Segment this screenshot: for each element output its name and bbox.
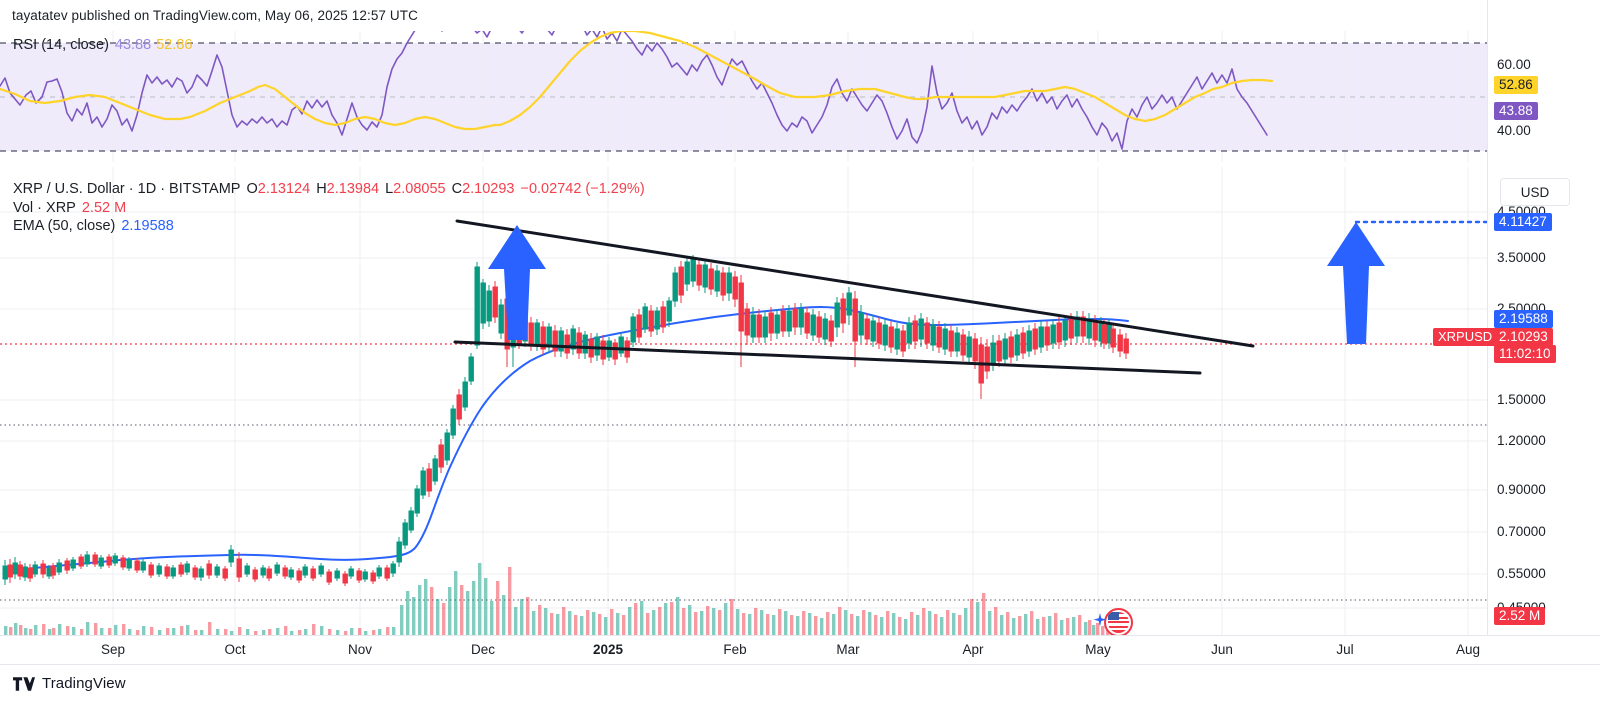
time-axis[interactable]: Sep Oct Nov Dec 2025 Feb Mar Apr May Jun Jul Aug — [0, 635, 1600, 665]
ema-title: EMA (50, close) — [13, 218, 116, 234]
rsi-axis-tick: 60.00 — [1497, 57, 1531, 72]
tradingview-mark-icon — [13, 676, 35, 691]
volume-legend-row: Vol · XRP 2.52 M — [13, 199, 645, 218]
price-axis-tick: 0.90000 — [1497, 482, 1546, 497]
ohlc-high-key: H — [316, 181, 327, 197]
rsi-axis-tick: 40.00 — [1497, 123, 1531, 138]
price-legend-symbol-row: XRP / U.S. Dollar · 1D · BITSTAMP O2.1312… — [13, 180, 645, 199]
time-axis-tick: May — [1085, 642, 1111, 657]
price-axis[interactable]: USD 60.00 40.00 52.86 43.88 4.50000 3.50000 2.… — [1487, 0, 1600, 662]
price-axis-tick: 0.55000 — [1497, 566, 1546, 581]
ema-value: 2.19588 — [121, 218, 174, 234]
time-axis-tick: Sep — [100, 642, 126, 657]
time-axis-tick: Jun — [1211, 642, 1233, 657]
time-axis-tick: Oct — [224, 642, 246, 657]
breakout-arrow — [488, 225, 546, 340]
price-plot — [0, 167, 1487, 635]
economic-event-flag-icon[interactable] — [1104, 608, 1133, 637]
volume-title: Vol · XRP — [13, 199, 76, 216]
ohlc-high-value: 2.13984 — [326, 181, 380, 197]
price-legend: XRP / U.S. Dollar · 1D · BITSTAMP O2.1312… — [13, 180, 645, 236]
price-axis-tick: 1.50000 — [1497, 392, 1546, 407]
ohlc-low-value: 2.08055 — [393, 181, 446, 197]
ohlc-close-value: 2.10293 — [462, 181, 515, 197]
rsi-pane — [0, 31, 1487, 162]
time-axis-tick: Dec — [470, 642, 496, 657]
candlesticks — [2, 255, 1129, 586]
publish-attribution: tayatatev published on TradingView.com, … — [12, 8, 418, 23]
ohlc-close-key: C — [451, 181, 463, 197]
rsi-legend-ma-value: 52.86 — [156, 37, 193, 53]
ohlc-low-key: L — [385, 181, 394, 197]
price-change: −0.02742 (−1.29%) — [520, 181, 645, 197]
currency-selector[interactable]: USD — [1500, 178, 1570, 206]
rsi-ma-line — [0, 31, 1274, 131]
wedge-upper-trendline — [455, 219, 1255, 348]
rsi-level-lines — [0, 42, 1487, 152]
target-price-pill[interactable]: 4.11427 — [1494, 213, 1552, 231]
ohlc-open-value: 2.13124 — [257, 181, 311, 197]
ohlc-open-key: O — [246, 181, 258, 197]
countdown-pill[interactable]: 11:02:10 — [1494, 345, 1556, 363]
rsi-value-pill[interactable]: 43.88 — [1494, 102, 1538, 120]
volume-bars — [4, 563, 1120, 635]
time-axis-tick: Feb — [723, 642, 747, 657]
ema-legend-row: EMA (50, close) 2.19588 — [13, 217, 645, 236]
rsi-legend-value: 43.88 — [114, 37, 152, 53]
tradingview-wordmark: TradingView — [42, 675, 126, 692]
wedge-lower-trendline — [453, 340, 1202, 375]
rsi-legend-title: RSI (14, close) — [13, 37, 109, 53]
flag-canton — [1108, 612, 1119, 620]
rsi-ma-pill[interactable]: 52.86 — [1494, 76, 1538, 94]
volume-value: 2.52 M — [81, 199, 127, 216]
trendlines — [453, 219, 1255, 375]
time-axis-tick: Jul — [1336, 642, 1354, 657]
time-axis-tick: Aug — [1455, 642, 1481, 657]
price-horizontal-gridlines — [0, 211, 1487, 609]
rsi-line — [0, 31, 1268, 150]
price-axis-tick: 3.50000 — [1497, 250, 1546, 265]
rsi-plot — [0, 31, 1487, 162]
time-axis-tick: Mar — [836, 642, 860, 657]
projection-arrow — [1327, 222, 1385, 344]
tradingview-logo: TradingView — [13, 675, 126, 692]
price-axis-tick: 1.20000 — [1497, 433, 1546, 448]
time-axis-tick: Nov — [347, 642, 373, 657]
ema50-line — [3, 305, 1129, 572]
annotation-arrows — [488, 222, 1385, 344]
last-price-pill[interactable]: 2.10293 — [1494, 328, 1553, 346]
event-sparkle-icon — [1093, 613, 1107, 627]
price-axis-tick: 0.70000 — [1497, 524, 1546, 539]
time-axis-tick: Apr — [962, 642, 984, 657]
symbol-price-tag[interactable]: XRPUSD — [1433, 328, 1498, 346]
rsi-legend: RSI (14, close) 43.88 52.86 — [13, 37, 193, 53]
price-pane — [0, 167, 1487, 635]
time-axis-tick: 2025 — [592, 642, 624, 657]
ema-price-pill[interactable]: 2.19588 — [1494, 310, 1553, 328]
volume-pill[interactable]: 2.52 M — [1494, 607, 1546, 625]
price-vertical-gridlines — [112, 167, 1469, 635]
symbol-title: XRP / U.S. Dollar · 1D · BITSTAMP — [13, 181, 241, 197]
